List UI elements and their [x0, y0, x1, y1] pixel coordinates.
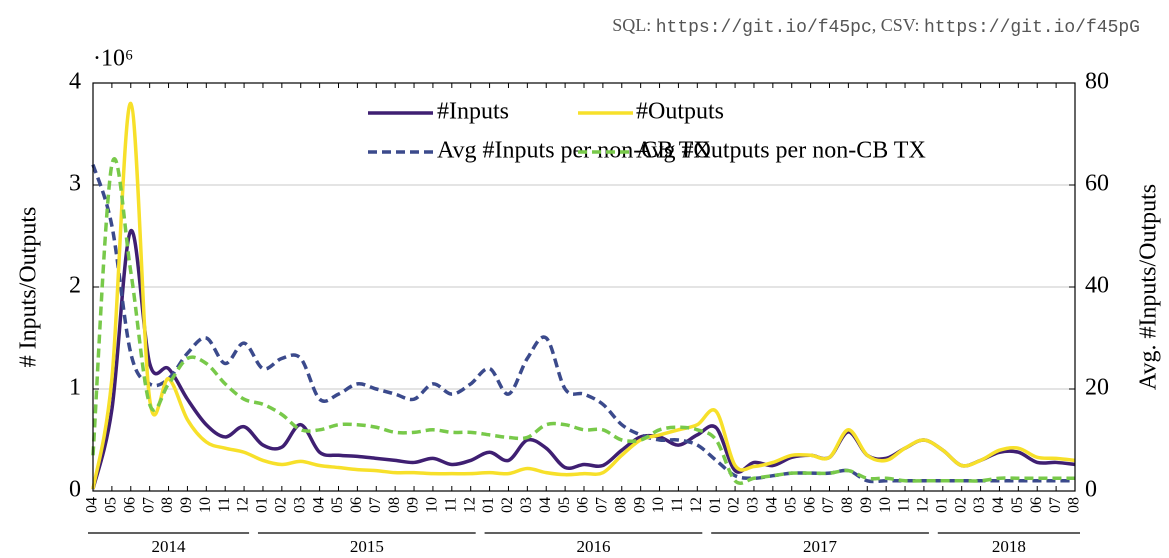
x-tick-label: 07	[594, 497, 611, 513]
x-tick-label: 11	[216, 497, 233, 512]
x-tick-label: 07	[1047, 497, 1064, 513]
x-tick-label: 08	[386, 497, 403, 513]
y-multiplier: ·10⁶	[93, 46, 133, 72]
sql-label: SQL:	[612, 15, 651, 35]
x-tick-label: 06	[575, 497, 592, 513]
x-tick-label: 04	[764, 497, 781, 513]
csv-url: https://git.io/f45pG	[924, 18, 1140, 38]
x-tick-label: 09	[858, 497, 875, 513]
x-tick-label: 03	[518, 497, 535, 513]
x-tick-label: 08	[839, 497, 856, 513]
y-tick-label: 0	[69, 477, 81, 503]
legend-label: Avg #Outputs per non-CB TX	[636, 138, 926, 164]
x-tick-label: 12	[461, 497, 478, 513]
x-tick-label: 02	[952, 497, 969, 513]
x-tick-label: 12	[915, 497, 932, 513]
y2-tick-label: 60	[1085, 171, 1109, 197]
x-tick-label: 11	[442, 497, 459, 512]
plot-frame	[92, 82, 1076, 492]
x-tick-label: 06	[121, 497, 138, 513]
x-tick-label: 11	[669, 497, 686, 512]
x-tick-label: 04	[990, 497, 1007, 513]
x-tick-label: 02	[273, 497, 290, 513]
x-tick-label: 06	[1028, 497, 1045, 513]
y-axis-label: # Inputs/Outputs	[16, 207, 42, 368]
x-tick-label: 01	[254, 497, 271, 513]
x-tick-label: 04	[537, 497, 554, 513]
y-tick-label: 1	[69, 375, 81, 401]
y-tick-label: 3	[69, 171, 81, 197]
series-line	[91, 164, 1075, 484]
x-tick-label: 09	[631, 497, 648, 513]
legend-label: #Outputs	[636, 99, 724, 125]
year-label: 2017	[803, 537, 838, 556]
x-tick-label: 04	[84, 497, 101, 513]
y2-tick-label: 40	[1085, 273, 1109, 299]
x-tick-label: 11	[896, 497, 913, 512]
legend-label: #Inputs	[437, 99, 509, 125]
series-line	[91, 157, 1075, 485]
x-tick-label: 01	[933, 497, 950, 513]
x-tick-label: 10	[877, 497, 894, 513]
year-label: 2015	[350, 537, 384, 556]
x-tick-label: 04	[310, 497, 327, 513]
x-tick-label: 03	[971, 497, 988, 513]
x-tick-label: 08	[1066, 497, 1083, 513]
year-label: 2014	[152, 537, 187, 556]
y2-tick-label: 20	[1085, 375, 1109, 401]
x-tick-label: 05	[1009, 497, 1026, 513]
x-tick-label: 07	[820, 497, 837, 513]
x-tick-label: 03	[745, 497, 762, 513]
x-tick-label: 05	[329, 497, 346, 513]
y2-tick-label: 80	[1085, 69, 1109, 95]
y2-tick-label: 0	[1085, 477, 1097, 503]
x-tick-label: 01	[707, 497, 724, 513]
x-tick-label: 12	[688, 497, 705, 513]
year-label: 2018	[992, 537, 1026, 556]
legend-label: Avg #Inputs per non-CB TX	[437, 138, 711, 164]
x-tick-label: 06	[348, 497, 365, 513]
x-tick-label: 10	[650, 497, 667, 513]
x-tick-label: 02	[499, 497, 516, 513]
x-tick-label: 03	[291, 497, 308, 513]
x-tick-label: 02	[726, 497, 743, 513]
y-tick-label: 4	[69, 69, 81, 95]
x-tick-label: 06	[801, 497, 818, 513]
x-tick-label: 01	[480, 497, 497, 513]
x-tick-label: 10	[197, 497, 214, 513]
x-tick-label: 07	[140, 497, 157, 513]
x-tick-label: 10	[424, 497, 441, 513]
year-label: 2016	[576, 537, 610, 556]
y2-axis-label: Avg. #Inputs/Outputs	[1136, 184, 1162, 390]
source-note: SQL: https://git.io/f45pc, CSV: https://…	[612, 15, 1140, 38]
y-tick-label: 2	[69, 273, 81, 299]
x-tick-label: 05	[556, 497, 573, 513]
x-tick-label: 05	[782, 497, 799, 513]
x-tick-label: 08	[612, 497, 629, 513]
series-line	[91, 101, 1076, 490]
csv-label: , CSV:	[872, 15, 920, 35]
x-tick-label: 08	[159, 497, 176, 513]
sql-url: https://git.io/f45pc	[656, 18, 872, 38]
x-tick-label: 05	[103, 497, 120, 513]
x-tick-label: 07	[367, 497, 384, 513]
x-tick-label: 12	[235, 497, 252, 513]
x-tick-label: 09	[178, 497, 195, 513]
x-tick-label: 09	[405, 497, 422, 513]
